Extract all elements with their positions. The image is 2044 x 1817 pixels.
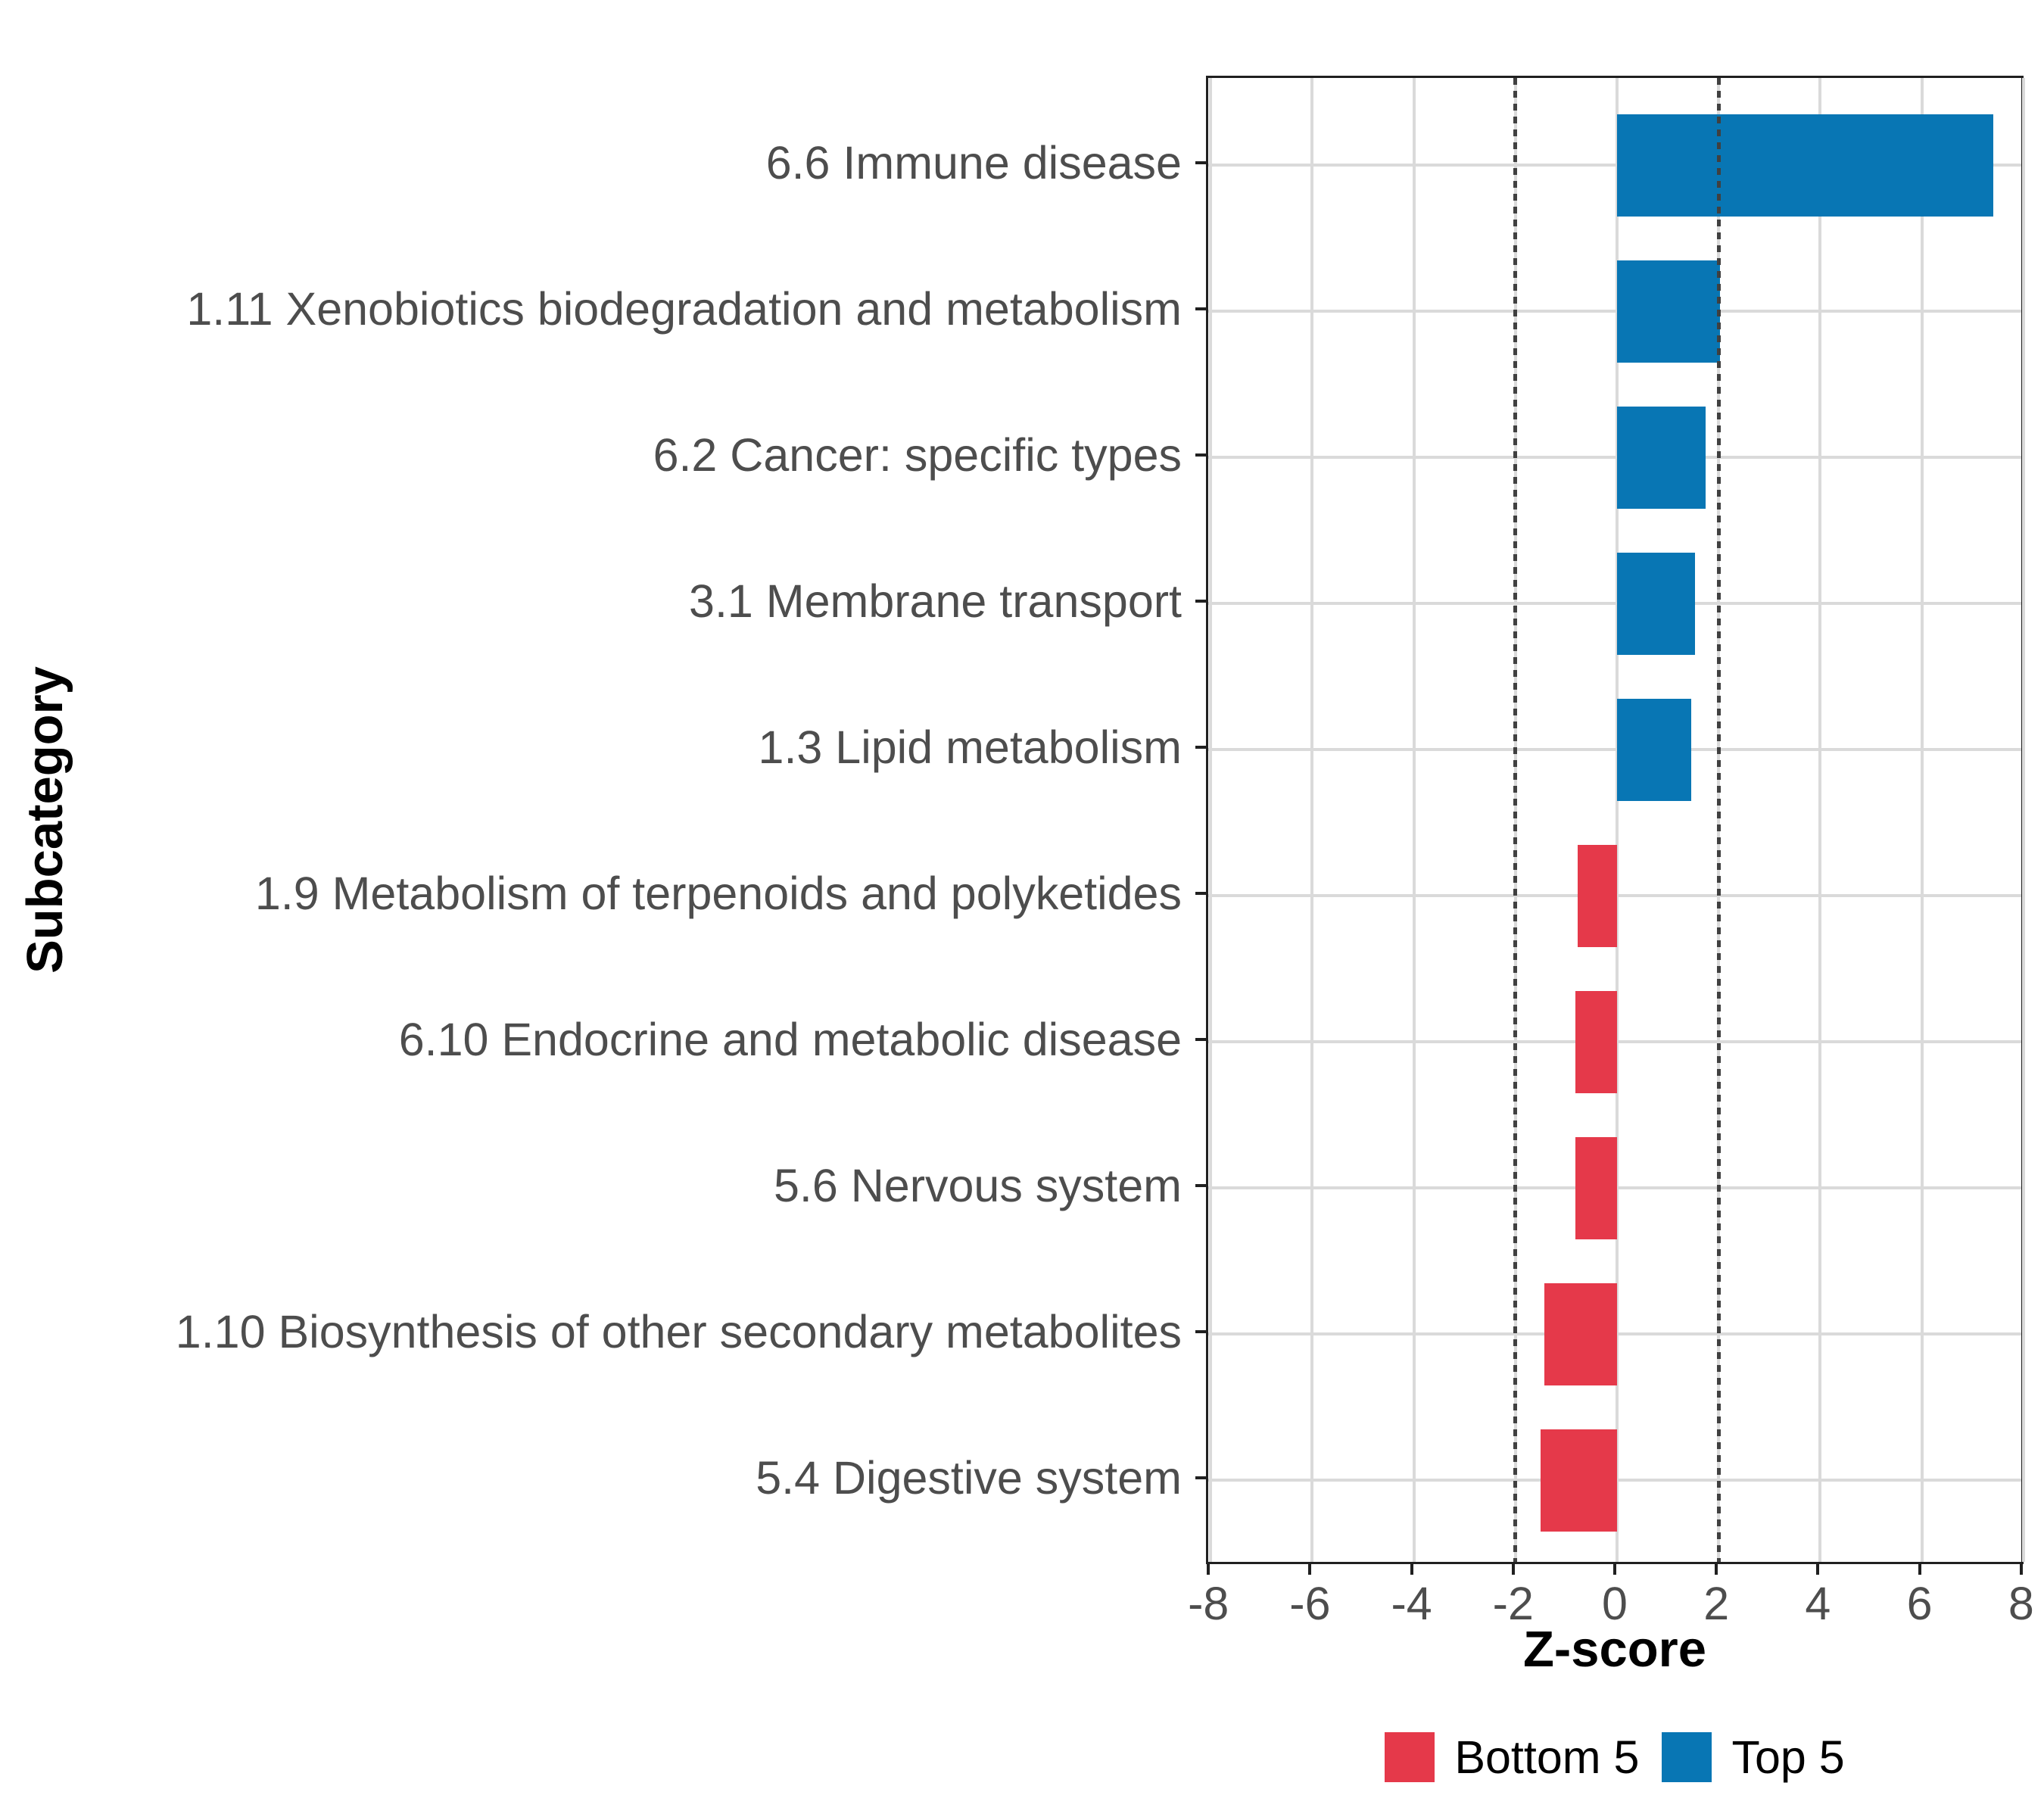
legend-item-top-5: Top 5: [1662, 1731, 1845, 1784]
x-tick-label: 4: [1805, 1578, 1831, 1629]
gridline-horizontal: [1208, 164, 2021, 167]
plot-panel: [1206, 76, 2025, 1564]
gridline-vertical: [1616, 78, 1619, 1562]
y-category-label: 6.2 Cancer: specific types: [653, 429, 1182, 481]
x-tick-label: -6: [1289, 1578, 1331, 1629]
x-tick-mark: [1918, 1564, 1921, 1575]
x-tick-mark: [1308, 1564, 1312, 1575]
y-axis-title: Subcategory: [17, 666, 73, 974]
bar-bottom-7: [1575, 1136, 1617, 1239]
y-tick-mark: [1195, 892, 1206, 895]
y-category-label: 6.10 Endocrine and metabolic disease: [398, 1014, 1182, 1065]
gridline-vertical: [1818, 78, 1822, 1562]
y-tick-mark: [1195, 600, 1206, 603]
gridline-vertical: [1209, 78, 1213, 1562]
gridline-horizontal: [1208, 748, 2021, 751]
y-tick-mark: [1195, 1330, 1206, 1333]
x-tick-mark: [1207, 1564, 1211, 1575]
x-tick-label: 8: [2008, 1578, 2034, 1629]
gridline-vertical: [1920, 78, 1924, 1562]
y-category-label: 3.1 Membrane transport: [689, 575, 1182, 627]
x-tick-label: 0: [1602, 1578, 1628, 1629]
y-tick-mark: [1195, 161, 1206, 164]
legend-swatch: [1385, 1732, 1435, 1782]
y-category-label: 6.6 Immune disease: [765, 137, 1182, 189]
bar-bottom-8: [1544, 1282, 1617, 1385]
bar-layer: [1208, 78, 2021, 1562]
x-tick-mark: [1511, 1564, 1515, 1575]
y-tick-mark: [1195, 1476, 1206, 1479]
reference-line-layer: [1208, 78, 2021, 1562]
bar-bottom-5: [1577, 844, 1617, 947]
bar-top-1: [1617, 260, 1720, 363]
x-tick-label: -8: [1188, 1578, 1229, 1629]
x-tick-mark: [1613, 1564, 1616, 1575]
x-tick-mark: [2019, 1564, 2023, 1575]
legend-label: Top 5: [1731, 1731, 1845, 1783]
legend: Bottom 5 Top 5: [1206, 1727, 2024, 1787]
legend-item-bottom-5: Bottom 5: [1385, 1731, 1639, 1784]
reference-line-dotted: [1716, 78, 1721, 1562]
y-category-label: 5.4 Digestive system: [756, 1452, 1182, 1504]
reference-line-dotted: [1513, 78, 1518, 1562]
y-category-label: 1.10 Biosynthesis of other secondary met…: [175, 1306, 1182, 1357]
x-tick-mark: [1410, 1564, 1413, 1575]
bar-top-4: [1617, 698, 1691, 801]
x-tick-label: 6: [1906, 1578, 1933, 1629]
legend-swatch: [1662, 1732, 1712, 1782]
legend-label: Bottom 5: [1454, 1731, 1640, 1783]
y-tick-mark: [1195, 1038, 1206, 1041]
x-tick-mark: [1816, 1564, 1820, 1575]
gridline-vertical: [1310, 78, 1314, 1562]
gridline-vertical: [2021, 78, 2025, 1562]
y-category-label: 1.3 Lipid metabolism: [758, 722, 1182, 773]
y-category-label: 1.9 Metabolism of terpenoids and polyket…: [254, 868, 1182, 919]
gridline-horizontal: [1208, 602, 2021, 605]
x-tick-label: -2: [1492, 1578, 1534, 1629]
bar-top-3: [1617, 552, 1695, 655]
y-category-label: 5.6 Nervous system: [773, 1160, 1182, 1211]
gridline-horizontal: [1208, 456, 2021, 459]
gridline-vertical: [1412, 78, 1416, 1562]
y-tick-mark: [1195, 746, 1206, 749]
gridline-horizontal: [1208, 310, 2021, 313]
x-axis-title: Z-score: [1522, 1621, 1707, 1678]
y-category-label: 1.11 Xenobiotics biodegradation and meta…: [186, 283, 1182, 335]
bar-bottom-6: [1575, 990, 1617, 1093]
bar-top-0: [1617, 114, 1993, 217]
y-tick-mark: [1195, 453, 1206, 457]
x-tick-label: -4: [1391, 1578, 1432, 1629]
bar-bottom-9: [1541, 1429, 1617, 1532]
x-tick-label: 2: [1703, 1578, 1730, 1629]
y-tick-mark: [1195, 307, 1206, 310]
x-tick-mark: [1715, 1564, 1718, 1575]
y-tick-mark: [1195, 1184, 1206, 1187]
bar-top-2: [1617, 406, 1706, 509]
